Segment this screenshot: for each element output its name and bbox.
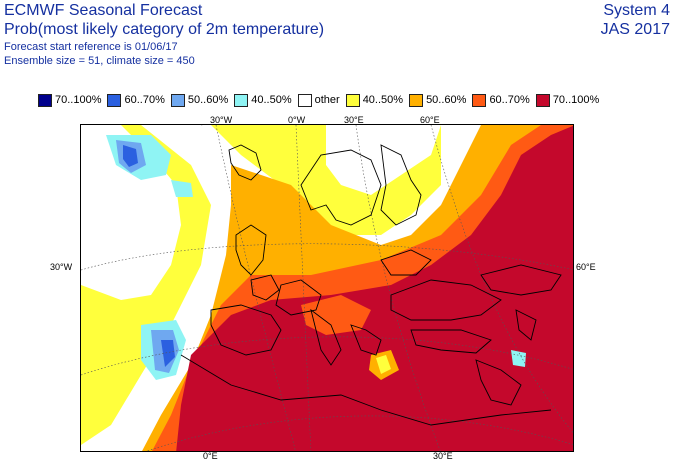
legend-item-cold-40: 40..50% (234, 93, 292, 107)
region-warm-70 (176, 125, 573, 451)
forecast-map (80, 124, 574, 452)
forecast-reference: Forecast start reference is 01/06/17 (4, 41, 178, 53)
region-cold-60-b (161, 340, 175, 367)
legend-swatch (345, 93, 360, 107)
legend-label: 70..100% (55, 94, 102, 106)
legend-label: 50..60% (187, 94, 229, 106)
coord-bottom-30e: 30°E (433, 451, 453, 461)
season-label: JAS 2017 (600, 21, 670, 38)
legend-label: 40..50% (362, 94, 404, 106)
coord-top-30w: 30°W (210, 115, 233, 125)
legend-swatch (38, 93, 52, 107)
ensemble-size: Ensemble size = 51, climate size = 450 (4, 55, 195, 67)
legend-item-warm-60: 60..70% (472, 93, 530, 107)
system-block: System 4 JAS 2017 (601, 3, 670, 38)
legend: 70..100% 60..70% 50..60% 40..50% other 4… (38, 93, 605, 107)
legend-item-warm-70: 70..100% (535, 93, 600, 107)
coord-bottom-0: 0°E (203, 451, 218, 461)
legend-item-warm-50: 50..60% (409, 93, 466, 107)
coord-right-60e: 60°E (576, 262, 596, 272)
coastlines (180, 144, 562, 426)
map-subtitle: Prob(most likely category of 2m temperat… (4, 21, 325, 38)
coord-left-30w: 30°W (50, 262, 73, 272)
legend-swatch (535, 93, 550, 107)
region-cold-60 (123, 145, 138, 167)
title-block: ECMWF Seasonal Forecast Prob(most likely… (4, 3, 324, 67)
legend-label: 60..70% (124, 94, 165, 106)
legend-label: 70..100% (552, 94, 600, 106)
legend-swatch (107, 93, 122, 107)
region-warm-60-patch (301, 295, 371, 335)
region-warm-40 (81, 125, 501, 445)
coord-top-30e: 30°E (344, 115, 364, 125)
legend-swatch (472, 93, 487, 107)
region-cold-40-c (171, 180, 193, 197)
map-title: ECMWF Seasonal Forecast (4, 2, 203, 19)
legend-swatch (170, 93, 185, 107)
coord-top-0: 0°W (288, 115, 306, 125)
legend-item-warm-40: 40..50% (345, 93, 404, 107)
legend-label: 40..50% (251, 94, 292, 106)
legend-label: 50..60% (426, 94, 467, 106)
region-other-arctic (326, 125, 441, 195)
legend-label: 60..70% (489, 94, 530, 106)
system-label: System 4 (603, 2, 670, 19)
region-warm-40-patch (376, 355, 391, 374)
legend-swatch (409, 93, 424, 107)
legend-item-cold-60: 60..70% (107, 93, 165, 107)
graticule (81, 125, 573, 451)
coord-top-60e: 60°E (420, 115, 440, 125)
legend-swatch (234, 93, 249, 107)
legend-item-other: other (297, 93, 340, 107)
legend-label: other (314, 94, 340, 106)
legend-item-cold-70: 70..100% (38, 93, 101, 107)
legend-item-cold-50: 50..60% (170, 93, 229, 107)
legend-swatch (297, 93, 312, 107)
map-canvas (81, 125, 573, 451)
